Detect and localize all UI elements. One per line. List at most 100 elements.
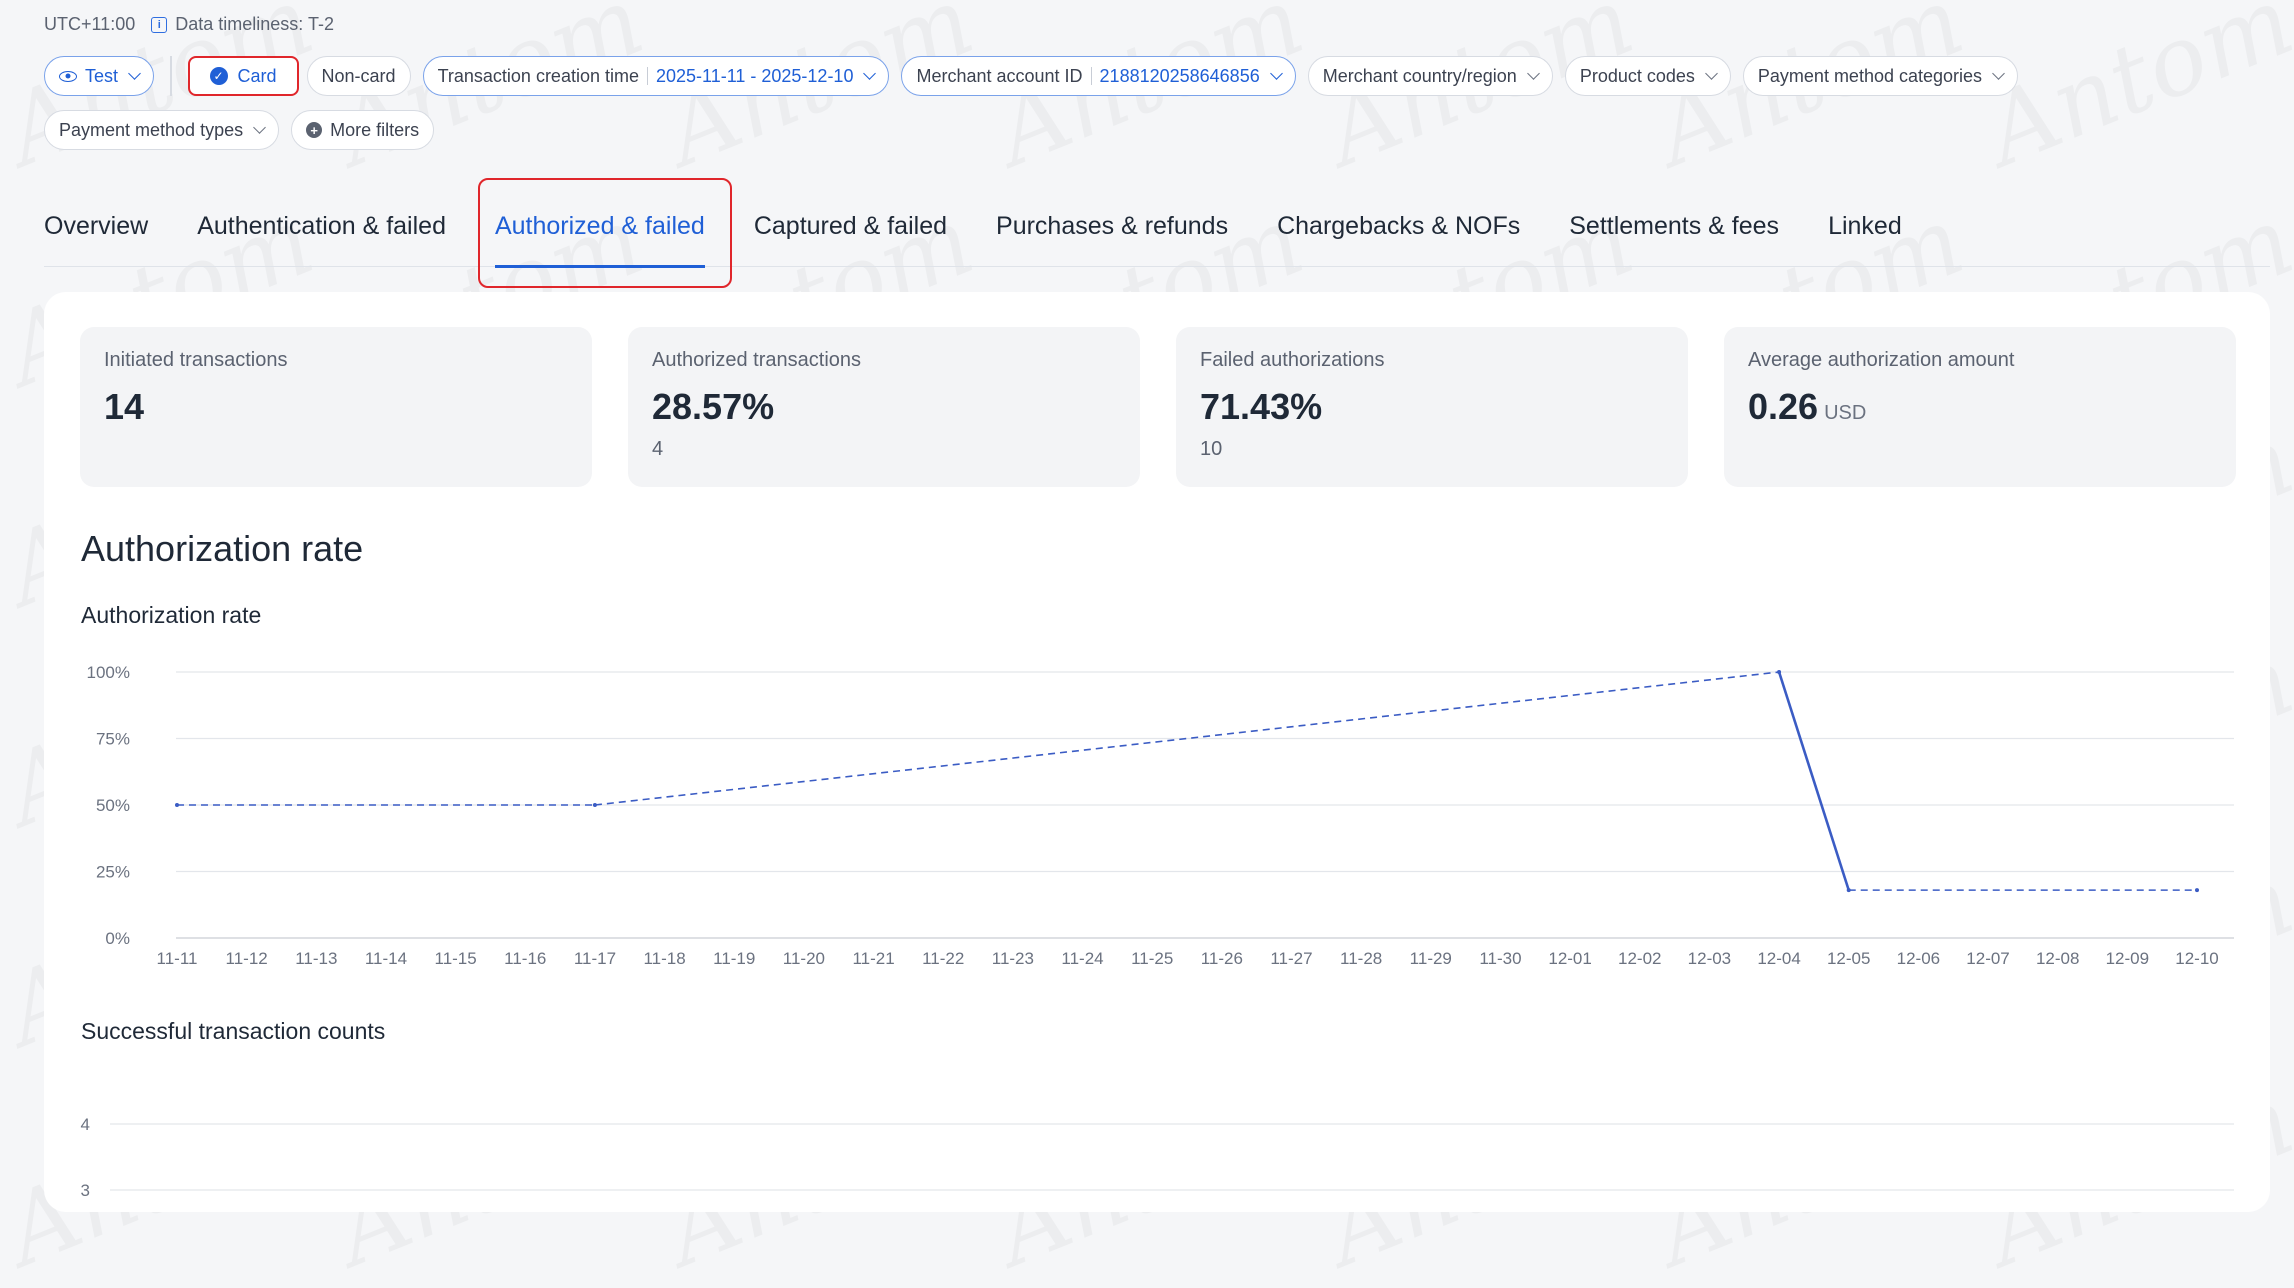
x-tick-label: 11-20 [783, 949, 825, 968]
kpi-row: Initiated transactions 14 Authorized tra… [80, 327, 2236, 487]
kpi-subvalue: 10 [1200, 438, 1223, 460]
tab-captured-failed[interactable]: Captured & failed [754, 212, 947, 266]
product-codes-filter[interactable]: Product codes [1564, 56, 1731, 96]
y-tick-label: 3 [81, 1181, 90, 1200]
merchant-account-value: 2188120258646856 [1099, 65, 1260, 86]
transaction-time-filter[interactable]: Transaction creation time 2025-11-11 - 2… [422, 56, 890, 96]
filter-bar: Test ✓ Card Non-card Transaction creatio… [44, 56, 2254, 150]
x-tick-label: 12-03 [1688, 949, 1731, 968]
x-tick-label: 11-25 [1131, 949, 1173, 968]
x-tick-label: 11-17 [574, 949, 616, 968]
x-tick-label: 11-28 [1340, 949, 1382, 968]
tab-purchases-refunds[interactable]: Purchases & refunds [996, 212, 1228, 266]
card-option-button[interactable]: ✓ Card [187, 56, 299, 96]
kpi-value-row: 0.26 USD [1748, 386, 2212, 428]
merchant-account-filter[interactable]: Merchant account ID 2188120258646856 [901, 56, 1296, 96]
tab-settlements-fees[interactable]: Settlements & fees [1569, 212, 1779, 266]
noncard-option-label: Non-card [321, 65, 396, 86]
kpi-title: Average authorization amount [1748, 349, 2015, 371]
tab-label: Linked [1828, 212, 1902, 240]
kpi-title: Initiated transactions [104, 349, 288, 371]
x-tick-label: 11-26 [1201, 949, 1243, 968]
tab-label: Chargebacks & NOFs [1277, 212, 1521, 240]
tab-linked[interactable]: Linked [1828, 212, 1902, 266]
tab-chargebacks-nofs[interactable]: Chargebacks & NOFs [1277, 212, 1520, 266]
x-tick-label: 12-05 [1827, 949, 1870, 968]
tab-label: Captured & failed [753, 212, 948, 240]
kpi-title: Authorized transactions [652, 349, 862, 371]
y-tick-label: 0% [105, 929, 130, 948]
x-tick-label: 11-15 [435, 949, 477, 968]
main-panel: Initiated transactions 14 Authorized tra… [44, 292, 2270, 1212]
payment-method-types-label: Payment method types [59, 119, 244, 140]
kpi-card-authorized: Authorized transactions 28.57% 4 [628, 327, 1140, 487]
kpi-value: 28.57% [652, 386, 775, 427]
chevron-down-icon [1992, 67, 2005, 80]
tab-authorized-failed[interactable]: Authorized & failed [494, 212, 705, 268]
more-filters-button[interactable]: + More filters [291, 110, 435, 150]
tab-overview[interactable]: Overview [44, 212, 148, 266]
x-tick-label: 11-14 [365, 949, 407, 968]
series-line-segment [1777, 671, 1850, 891]
data-point [592, 803, 597, 807]
environment-select[interactable]: Test [44, 56, 155, 96]
x-tick-label: 11-13 [295, 949, 337, 968]
y-tick-label: 25% [96, 863, 130, 882]
kpi-card-initiated: Initiated transactions 14 [80, 327, 592, 487]
x-tick-label: 12-01 [1548, 949, 1591, 968]
merchant-account-label: Merchant account ID [916, 65, 1083, 86]
card-type-toggle: ✓ Card Non-card [187, 56, 411, 96]
x-tick-label: 11-27 [1270, 949, 1312, 968]
x-tick-label: 12-07 [1966, 949, 2009, 968]
data-point [1846, 888, 1851, 893]
divider [1090, 67, 1092, 85]
data-point [175, 803, 179, 807]
successful-counts-chart: 34 [81, 1115, 2234, 1200]
data-timeliness: i Data timeliness: T-2 [151, 14, 334, 35]
check-circle-icon: ✓ [209, 67, 228, 85]
environment-label: Test [85, 65, 119, 86]
transaction-time-value: 2025-11-11 - 2025-12-10 [655, 65, 854, 86]
kpi-value: 71.43% [1200, 386, 1323, 427]
tab-label: Overview [44, 212, 149, 240]
card-option-label: Card [237, 65, 277, 86]
noncard-option-button[interactable]: Non-card [306, 56, 411, 96]
x-tick-label: 11-23 [992, 949, 1034, 968]
product-codes-label: Product codes [1579, 65, 1695, 86]
x-tick-label: 11-30 [1479, 949, 1521, 968]
x-tick-label: 11-18 [643, 949, 685, 968]
kpi-card-average-amount: Average authorization amount 0.26 USD [1724, 327, 2236, 487]
y-tick-label: 100% [87, 663, 130, 682]
tab-authentication-failed[interactable]: Authentication & failed [197, 212, 446, 266]
chart-title-successful-counts: Successful transaction counts [81, 1018, 386, 1044]
chevron-down-icon [1705, 67, 1718, 80]
tab-label: Purchases & refunds [996, 212, 1229, 240]
chevron-down-icon [253, 121, 266, 134]
x-tick-label: 12-06 [1897, 949, 1940, 968]
merchant-country-filter[interactable]: Merchant country/region [1307, 56, 1553, 96]
kpi-value: 14 [104, 386, 145, 427]
series-line-segment [594, 671, 1780, 806]
x-tick-label: 12-02 [1618, 949, 1661, 968]
section-title: Authorization rate [81, 528, 364, 569]
data-point [1777, 670, 1782, 674]
kpi-value: 0.26 [1748, 386, 1819, 427]
x-tick-label: 12-04 [1757, 949, 1800, 968]
x-tick-label: 11-22 [922, 949, 964, 968]
x-tick-label: 11-16 [504, 949, 546, 968]
x-tick-label: 11-24 [1061, 949, 1103, 968]
tab-label: Authorized & failed [494, 212, 705, 240]
payment-method-types-filter[interactable]: Payment method types [44, 110, 280, 150]
chevron-down-icon [863, 67, 877, 80]
divider [646, 67, 648, 85]
payment-method-categories-filter[interactable]: Payment method categories [1742, 56, 2019, 96]
x-tick-label: 12-09 [2106, 949, 2149, 968]
kpi-unit: USD [1824, 402, 1867, 424]
tab-label: Settlements & fees [1569, 212, 1780, 240]
top-info-bar: UTC+11:00 i Data timeliness: T-2 [44, 14, 334, 35]
authorization-rate-chart: 0% 25% 50% 75% 100% 11-11 11-12 11-13 11-14 11-15… [87, 663, 2234, 968]
x-tick-label: 11-12 [226, 949, 268, 968]
x-tick-label: 12-08 [2036, 949, 2079, 968]
x-tick-label: 11-11 [157, 949, 198, 968]
y-tick-label: 50% [96, 796, 130, 815]
